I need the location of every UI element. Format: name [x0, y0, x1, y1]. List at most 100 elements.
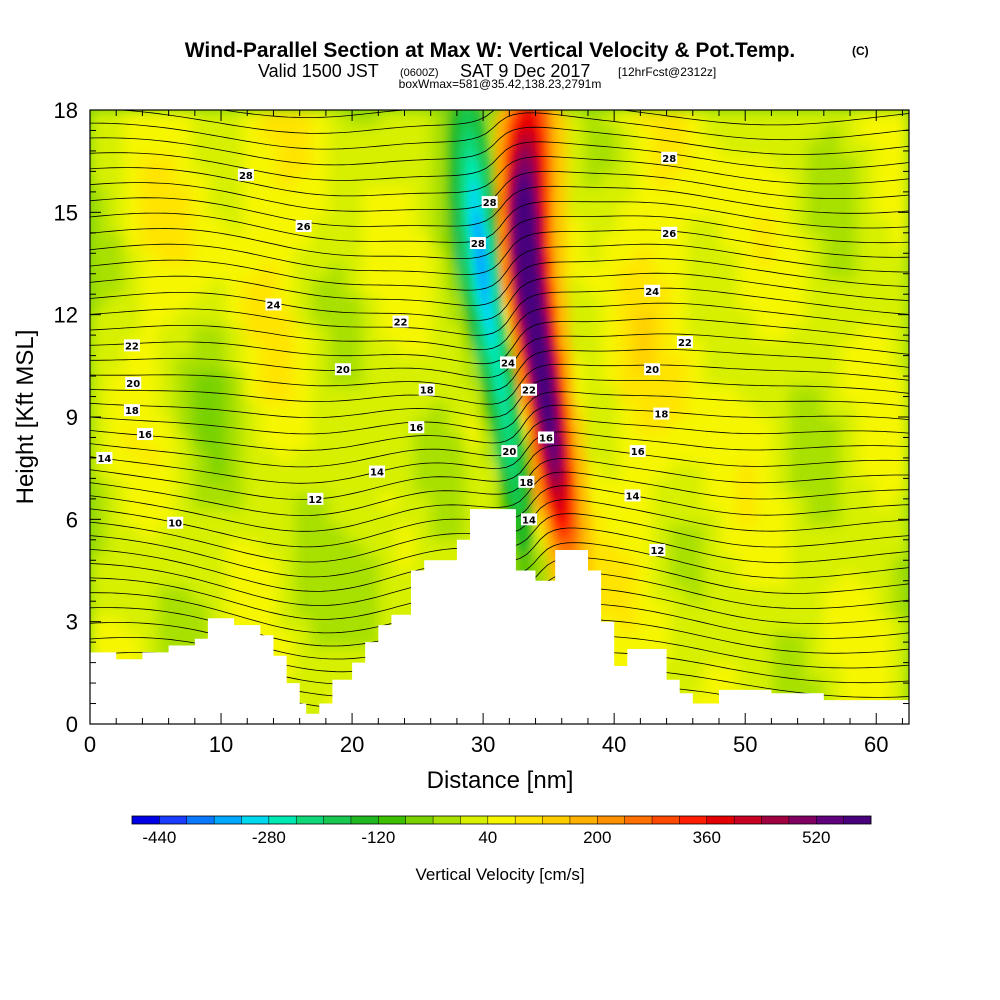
theta-contour-label: 26 [661, 226, 678, 240]
field-cell [294, 170, 313, 188]
core-cell [507, 211, 511, 224]
core-cell [523, 211, 528, 224]
field-cell [857, 600, 876, 618]
field-cell [823, 155, 842, 172]
field-cell [396, 324, 415, 341]
core-cell [513, 170, 517, 183]
core-cell [491, 375, 495, 387]
field-cell [260, 124, 279, 142]
core-cell [517, 119, 521, 131]
core-cell [456, 150, 460, 162]
colorbar-swatch [788, 816, 817, 824]
core-cell [489, 303, 493, 316]
core-cell [515, 355, 519, 367]
field-cell [652, 339, 671, 357]
core-cell [519, 303, 523, 316]
field-cell [891, 447, 909, 464]
core-cell [554, 150, 558, 162]
field-cell [396, 401, 415, 418]
core-cell [536, 232, 540, 244]
field-cell [106, 631, 125, 648]
core-cell [534, 160, 538, 172]
field-cell [618, 110, 637, 126]
core-cell [554, 436, 558, 449]
core-cell [475, 201, 479, 213]
core-cell [477, 110, 481, 121]
field-cell [806, 232, 825, 249]
core-cell [511, 283, 515, 295]
colorbar-swatch [159, 816, 188, 824]
field-cell [754, 508, 773, 525]
core-cell [519, 222, 523, 234]
svg-text:26: 26 [662, 229, 676, 240]
core-cell [572, 488, 576, 500]
core-cell [503, 181, 507, 193]
field-cell [226, 201, 245, 218]
field-cell [686, 600, 705, 618]
core-cell [464, 119, 468, 131]
core-cell [511, 232, 515, 244]
core-cell [556, 283, 560, 295]
field-cell [140, 170, 159, 188]
core-cell [550, 488, 554, 500]
field-cell [652, 293, 671, 311]
theta-contour-line [90, 471, 909, 532]
core-cell [511, 334, 515, 346]
core-cell [475, 129, 479, 142]
field-cell [90, 232, 108, 249]
field-cell [413, 401, 432, 418]
field-cell [618, 155, 637, 172]
field-cell [157, 416, 176, 433]
core-cell [544, 150, 548, 162]
y-tick-label: 3 [66, 610, 78, 635]
core-cell [540, 365, 544, 377]
field-cell [601, 416, 620, 433]
field-cell [243, 309, 262, 326]
field-cell [840, 339, 859, 357]
field-cell [584, 110, 603, 126]
svg-text:14: 14 [522, 515, 536, 526]
core-cell [501, 457, 505, 469]
field-cell [874, 232, 893, 249]
field-cell [601, 263, 620, 280]
field-cell [669, 110, 688, 126]
core-cell [534, 222, 538, 234]
core-cell [499, 170, 503, 183]
core-cell [558, 314, 562, 326]
core-cell [556, 447, 560, 459]
field-cell [157, 155, 176, 172]
core-cell [509, 467, 513, 479]
field-cell [874, 278, 893, 295]
core-cell [454, 211, 458, 224]
core-cell [503, 416, 507, 428]
field-cell [396, 600, 415, 618]
field-cell [720, 232, 739, 249]
field-cell [806, 247, 825, 264]
core-cell [528, 416, 532, 428]
field-cell [294, 339, 313, 357]
core-cell [462, 170, 466, 183]
field-cell [345, 477, 364, 495]
field-cell [243, 585, 262, 602]
core-cell [483, 334, 487, 346]
core-cell [548, 529, 552, 541]
field-cell [379, 324, 398, 341]
colorbar-swatch [460, 816, 489, 824]
field-cell [703, 232, 722, 249]
field-cell [345, 263, 364, 280]
core-cell [552, 436, 556, 449]
core-cell [495, 396, 499, 408]
field-cell [90, 416, 108, 433]
field-cell [772, 385, 791, 403]
field-cell [430, 462, 449, 479]
core-cell [544, 396, 548, 408]
field-cell [874, 447, 893, 464]
field-cell [874, 570, 893, 587]
core-cell [532, 396, 536, 408]
field-cell [362, 324, 381, 341]
field-cell [123, 570, 142, 587]
core-cell [572, 457, 576, 469]
core-cell [526, 119, 530, 131]
field-cell [396, 339, 415, 357]
field-cell [379, 493, 398, 510]
